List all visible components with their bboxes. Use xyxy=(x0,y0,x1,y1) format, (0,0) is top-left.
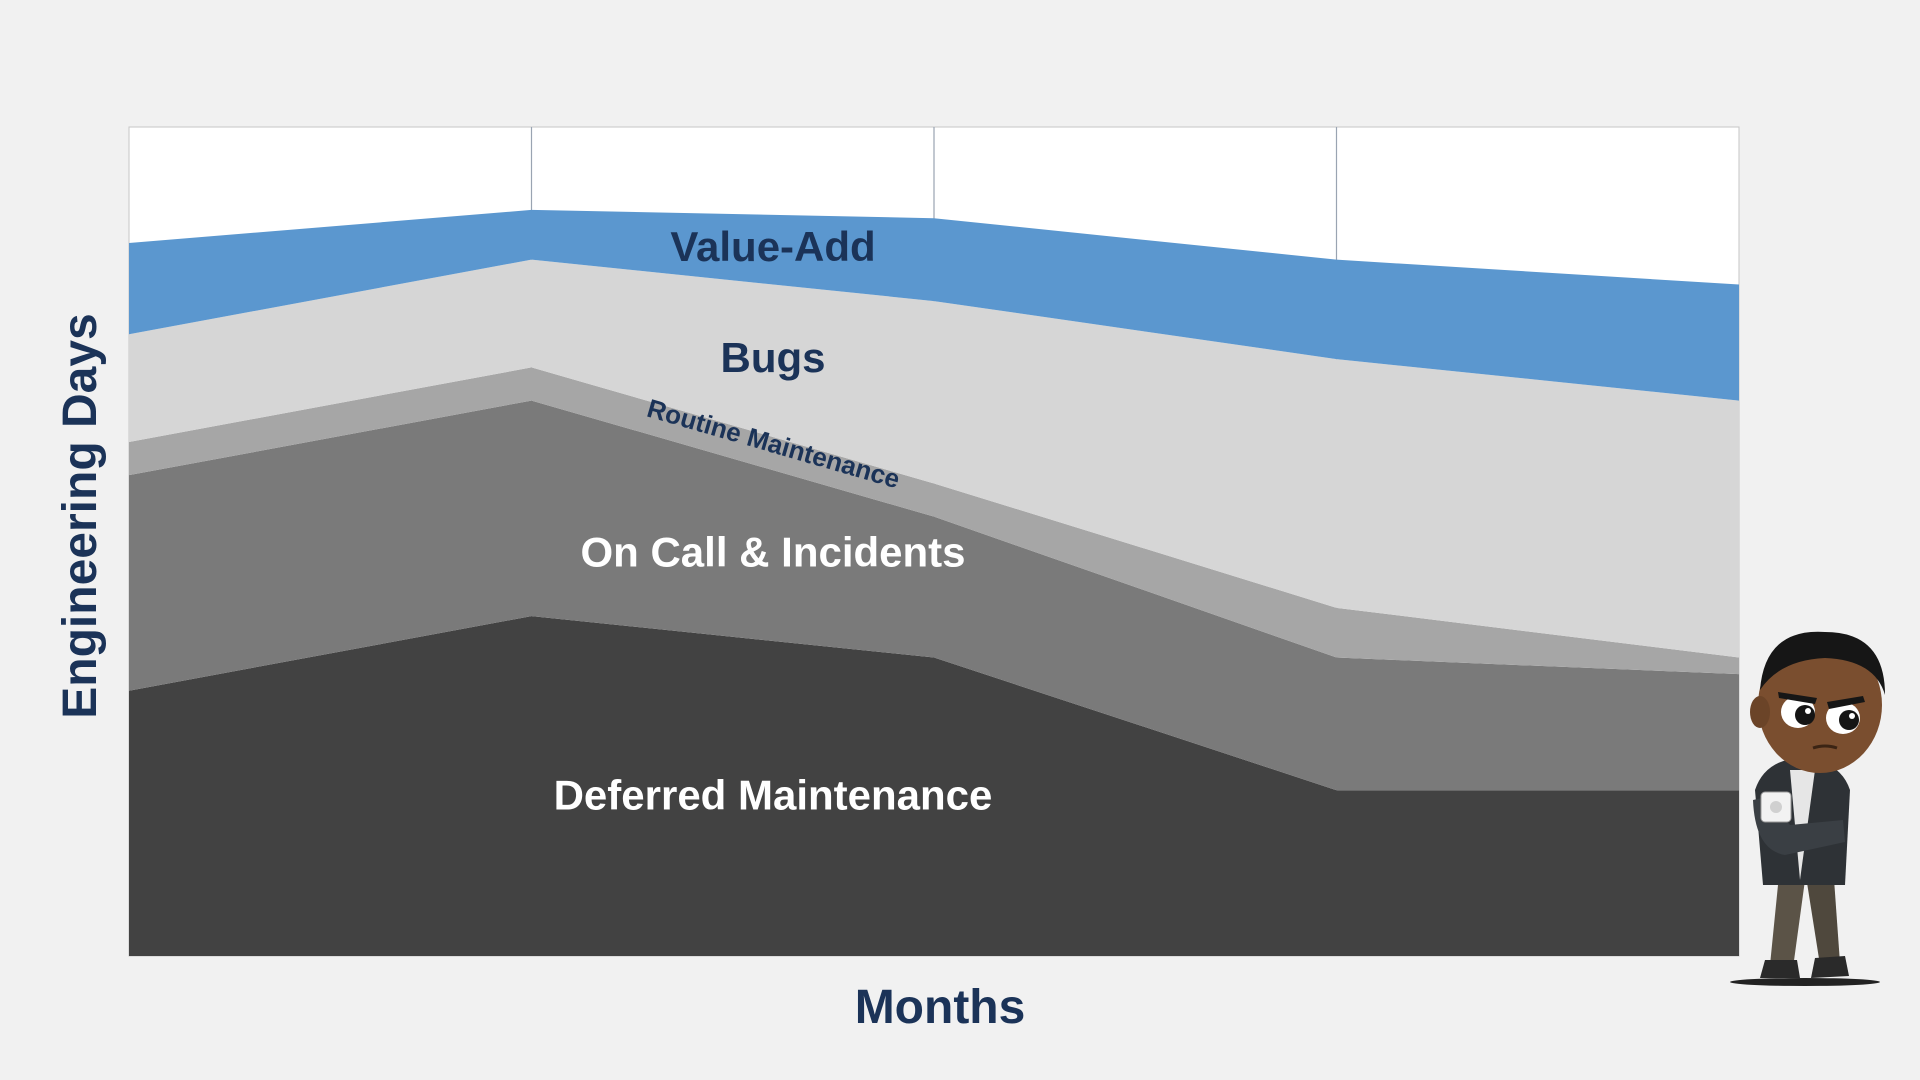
area-on-call-incidents xyxy=(129,400,1739,791)
series-label-deferred-maintenance: Deferred Maintenance xyxy=(554,772,993,819)
area-value-add xyxy=(129,209,1739,401)
x-axis-title: Months xyxy=(855,981,1026,1034)
series-label-on-call-incidents: On Call & Incidents xyxy=(580,529,965,576)
series-label-bugs: Bugs xyxy=(721,334,826,381)
thinking-character-with-mug-icon xyxy=(1730,631,1885,986)
series-label-value-add: Value-Add xyxy=(670,223,875,270)
area-series xyxy=(129,209,1739,956)
y-axis-title: Engineering Days xyxy=(54,313,107,718)
area-deferred-maintenance xyxy=(129,616,1739,956)
area-routine-maintenance xyxy=(129,367,1739,675)
